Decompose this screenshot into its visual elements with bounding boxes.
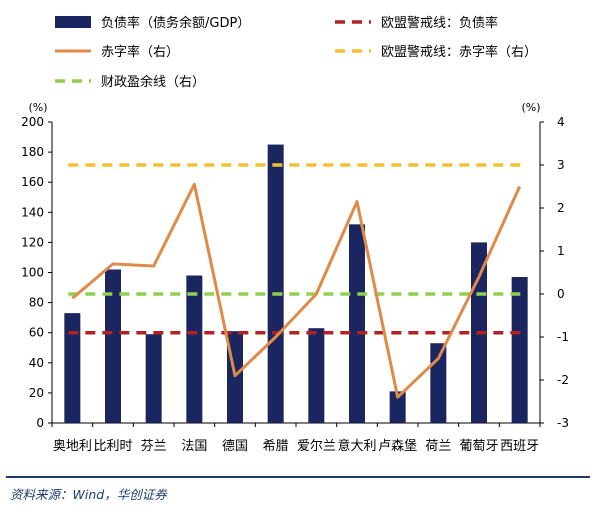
bar-希腊 bbox=[267, 144, 284, 423]
y-right-tick-label: 4 bbox=[557, 115, 565, 129]
y-left-tick-label: 60 bbox=[29, 326, 44, 340]
x-tick-label: 西班牙 bbox=[500, 439, 539, 454]
x-tick-label: 芬兰 bbox=[141, 439, 167, 454]
x-tick-label: 葡萄牙 bbox=[459, 439, 498, 454]
y-right-tick-label: -1 bbox=[557, 330, 569, 344]
y-left-tick-label: 180 bbox=[21, 145, 44, 159]
x-tick-label: 德国 bbox=[222, 439, 248, 454]
y-left-tick-label: 160 bbox=[21, 175, 44, 189]
y-right-tick-label: 1 bbox=[557, 244, 565, 258]
bar-意大利 bbox=[349, 224, 365, 423]
bar-卢森堡 bbox=[389, 391, 406, 423]
x-tick-label: 意大利 bbox=[337, 438, 376, 454]
bar-比利时 bbox=[105, 269, 121, 423]
bar-奥地利 bbox=[64, 313, 81, 423]
y-left-tick-label: 140 bbox=[21, 205, 44, 219]
bar-法国 bbox=[186, 275, 203, 423]
x-tick-label: 比利时 bbox=[93, 439, 132, 454]
legend-label: 欧盟警戒线：赤字率（右） bbox=[381, 44, 537, 60]
y-right-tick-label: 3 bbox=[557, 158, 565, 172]
legend-label: 财政盈余线（右） bbox=[101, 74, 205, 90]
chart: 020406080100120140160180200(%)-3-2-10123… bbox=[21, 15, 569, 454]
y-left-unit: (%) bbox=[28, 101, 47, 114]
y-right-tick-label: 2 bbox=[557, 201, 565, 215]
y-right-tick-label: 0 bbox=[557, 287, 565, 301]
y-right-tick-label: -2 bbox=[557, 373, 569, 387]
y-right-unit: (%) bbox=[521, 101, 540, 114]
source-note: 资料来源：Wind，华创证券 bbox=[10, 487, 167, 502]
bar-西班牙 bbox=[511, 277, 528, 423]
y-left-tick-label: 120 bbox=[21, 235, 44, 249]
deficit-line bbox=[71, 182, 522, 399]
x-tick-label: 爱尔兰 bbox=[297, 439, 336, 454]
y-left-tick-label: 80 bbox=[29, 296, 44, 310]
x-tick-label: 奥地利 bbox=[53, 439, 92, 454]
x-tick-label: 荷兰 bbox=[425, 439, 451, 454]
bar-爱尔兰 bbox=[308, 328, 325, 423]
source-divider bbox=[6, 476, 590, 478]
bar-芬兰 bbox=[145, 334, 162, 423]
legend-label: 负债率（债务余额/GDP） bbox=[101, 15, 250, 31]
y-left-tick-label: 20 bbox=[29, 386, 44, 400]
legend-label: 欧盟警戒线：负债率 bbox=[381, 15, 498, 31]
x-tick-label: 希腊 bbox=[263, 439, 289, 454]
x-tick-label: 卢森堡 bbox=[378, 438, 417, 454]
x-tick-label: 法国 bbox=[181, 439, 207, 454]
y-left-tick-label: 100 bbox=[21, 266, 44, 280]
y-left-tick-label: 40 bbox=[29, 356, 44, 370]
y-left-tick-label: 200 bbox=[21, 115, 44, 129]
y-left-tick-label: 0 bbox=[36, 416, 44, 430]
legend-swatch bbox=[55, 16, 91, 28]
y-right-tick-label: -3 bbox=[557, 416, 569, 430]
legend-label: 赤字率（右） bbox=[101, 44, 179, 60]
